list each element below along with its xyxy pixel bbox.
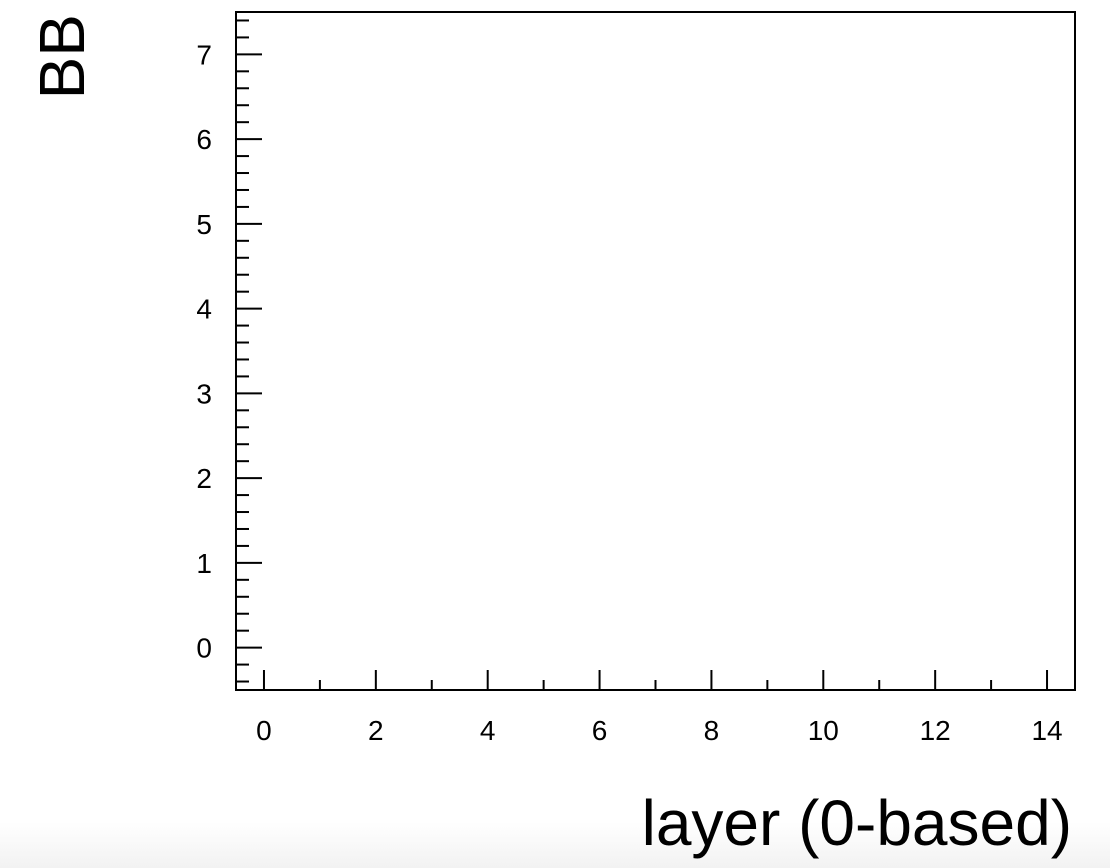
- axis-ticks: [236, 19, 1049, 690]
- x-tick-label: 6: [592, 715, 608, 746]
- y-tick-label: 1: [196, 548, 212, 579]
- x-tick-label: 4: [480, 715, 496, 746]
- x-tick-label: 2: [368, 715, 384, 746]
- y-axis-label: BB: [26, 14, 98, 99]
- x-tick-label: 8: [704, 715, 720, 746]
- bottom-band: [0, 822, 1110, 868]
- x-tick-label: 14: [1031, 715, 1062, 746]
- y-tick-label: 3: [196, 378, 212, 409]
- y-tick-label: 4: [196, 294, 212, 325]
- y-tick-label: 0: [196, 633, 212, 664]
- x-axis-label: layer (0-based): [642, 787, 1072, 859]
- y-tick-label: 5: [196, 209, 212, 240]
- y-tick-label: 6: [196, 124, 212, 155]
- x-tick-label: 10: [808, 715, 839, 746]
- y-tick-label: 7: [196, 39, 212, 70]
- x-tick-label: 12: [920, 715, 951, 746]
- y-tick-label: 2: [196, 463, 212, 494]
- plot-frame: [235, 11, 1076, 691]
- x-tick-label: 0: [256, 715, 272, 746]
